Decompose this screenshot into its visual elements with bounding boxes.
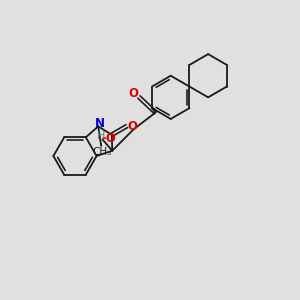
Text: N: N bbox=[95, 118, 105, 130]
Text: H: H bbox=[97, 131, 105, 141]
Text: -O: -O bbox=[101, 132, 116, 145]
Text: O: O bbox=[127, 120, 137, 133]
Text: O: O bbox=[128, 87, 139, 100]
Text: CH₃: CH₃ bbox=[92, 148, 112, 158]
